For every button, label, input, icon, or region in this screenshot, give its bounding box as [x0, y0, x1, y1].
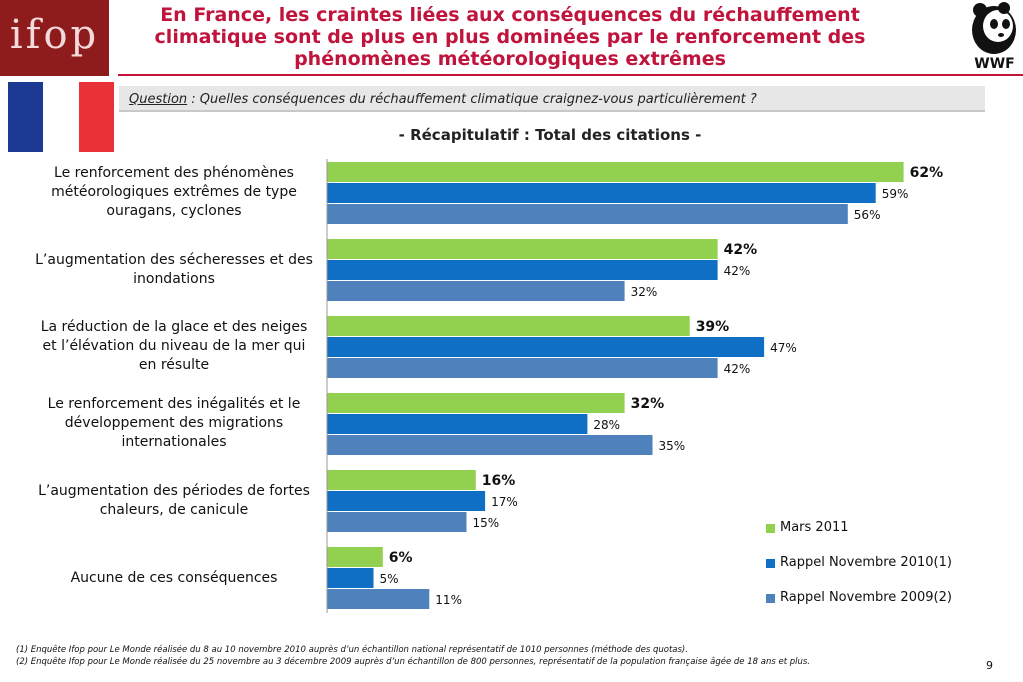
- category-label: L’augmentation des sécheresses et des in…: [35, 252, 313, 287]
- legend-swatch: [766, 524, 775, 533]
- bar-value-label: 15%: [473, 516, 500, 530]
- bar: [327, 470, 476, 490]
- french-flag: [8, 82, 114, 152]
- category-label: Aucune de ces conséquences: [70, 570, 278, 586]
- bar: [327, 568, 374, 588]
- bar: [327, 414, 588, 434]
- legend-swatch: [766, 594, 775, 603]
- bar-value-label: 32%: [631, 285, 658, 299]
- bar-value-label: 59%: [882, 187, 909, 201]
- category-label: L’augmentation des périodes de fortes ch…: [38, 483, 310, 518]
- legend-label: Rappel Novembre 2010(1): [780, 555, 952, 570]
- legend-item: Rappel Novembre 2010(1): [766, 553, 952, 588]
- legend-item: Rappel Novembre 2009(2): [766, 588, 952, 623]
- ifop-logo: ifop: [0, 0, 109, 76]
- bar: [327, 512, 467, 532]
- footnote: (1) Enquête Ifop pour Le Monde réalisée …: [16, 645, 688, 655]
- bar-value-label: 42%: [724, 264, 751, 278]
- footnote: (2) Enquête Ifop pour Le Monde réalisée …: [16, 657, 810, 667]
- bar-value-label: 47%: [770, 341, 797, 355]
- bar-value-label: 62%: [910, 165, 944, 181]
- flag-white-stripe: [43, 82, 79, 152]
- page-number: 9: [986, 659, 993, 672]
- bar: [327, 393, 625, 413]
- bar: [327, 239, 718, 259]
- bar-value-label: 56%: [854, 208, 881, 222]
- bar-value-label: 16%: [482, 473, 516, 489]
- flag-red-stripe: [78, 82, 114, 152]
- legend-item: Mars 2011: [766, 518, 952, 553]
- category-label: Le renforcement des inégalités et le dév…: [47, 396, 301, 450]
- bar: [327, 337, 765, 357]
- bar: [327, 204, 848, 224]
- bar: [327, 162, 904, 182]
- bar-value-label: 17%: [491, 495, 518, 509]
- bar-value-label: 6%: [389, 550, 413, 566]
- footnotes: (1) Enquête Ifop pour Le Monde réalisée …: [16, 644, 966, 668]
- bar: [327, 260, 718, 280]
- legend-label: Mars 2011: [780, 520, 849, 535]
- question-box: Question : Quelles conséquences du récha…: [119, 86, 985, 112]
- ifop-logo-text: ifop: [9, 12, 100, 58]
- bar-value-label: 35%: [659, 439, 686, 453]
- bar: [327, 183, 876, 203]
- bar: [327, 547, 383, 567]
- bar: [327, 491, 486, 511]
- category-label: Le renforcement des phénomènes météorolo…: [51, 165, 297, 219]
- bar-value-label: 5%: [380, 572, 399, 586]
- bar: [327, 316, 690, 336]
- slide-title: En France, les craintes liées aux conséq…: [154, 4, 866, 70]
- chart-legend: Mars 2011 Rappel Novembre 2010(1) Rappel…: [766, 518, 952, 623]
- bar-value-label: 42%: [724, 242, 758, 258]
- chart-subtitle: - Récapitulatif : Total des citations -: [398, 126, 702, 144]
- flag-blue-stripe: [8, 82, 44, 152]
- legend-swatch: [766, 559, 775, 568]
- bar-value-label: 32%: [631, 396, 665, 412]
- legend-label: Rappel Novembre 2009(2): [780, 590, 952, 605]
- bar: [327, 435, 653, 455]
- category-label: La réduction de la glace et des neiges e…: [40, 319, 308, 373]
- question-text: : Quelles conséquences du réchauffement …: [187, 92, 757, 107]
- wwf-logo-text: WWF: [974, 56, 1015, 72]
- bar: [327, 358, 718, 378]
- question-label: Question: [129, 92, 188, 107]
- bar-value-label: 39%: [696, 319, 730, 335]
- wwf-panda-icon: [972, 2, 1016, 54]
- bar-value-label: 28%: [593, 418, 620, 432]
- bar: [327, 589, 430, 609]
- title-divider: [118, 74, 1023, 76]
- bar-value-label: 42%: [724, 362, 751, 376]
- bar-value-label: 11%: [435, 593, 462, 607]
- bar: [327, 281, 625, 301]
